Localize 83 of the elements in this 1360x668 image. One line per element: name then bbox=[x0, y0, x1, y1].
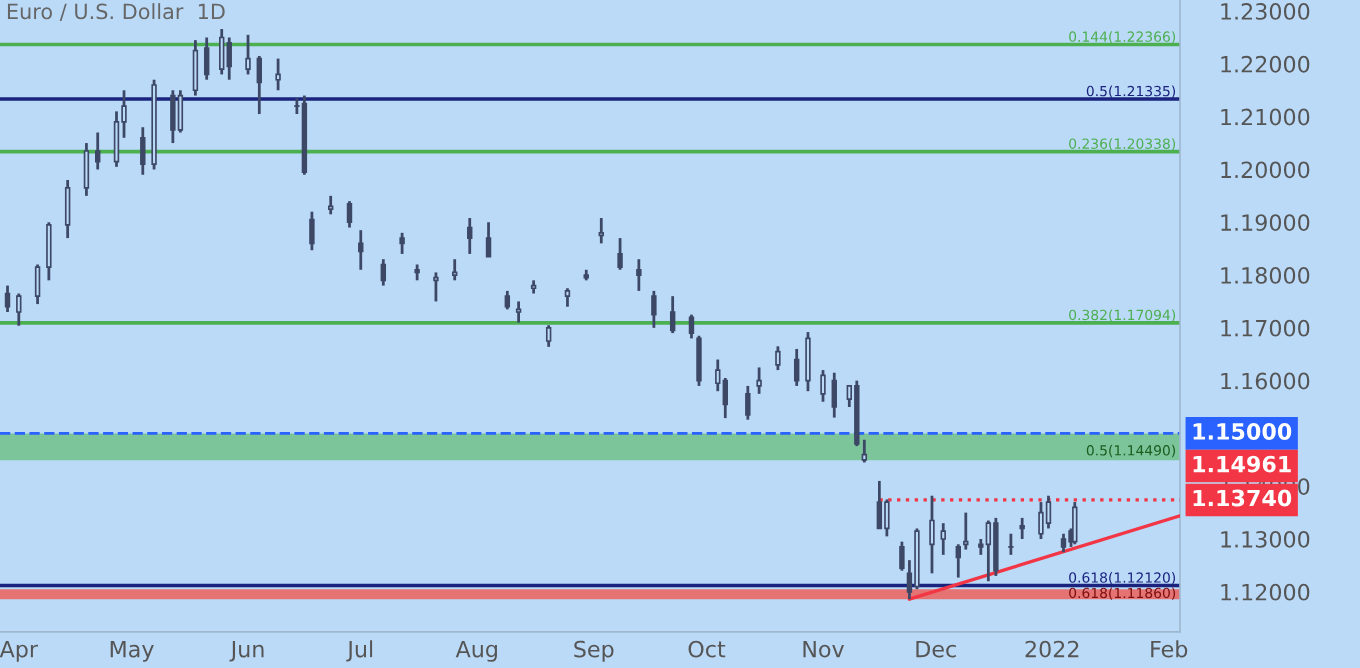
candlestick bbox=[636, 257, 642, 293]
candlestick bbox=[140, 125, 146, 177]
candlestick bbox=[346, 199, 353, 229]
candlestick bbox=[170, 88, 176, 145]
candlestick bbox=[16, 292, 22, 328]
y-tick-label: 1.21000 bbox=[1221, 108, 1310, 126]
ref-line-label: 1.15000 bbox=[1193, 423, 1292, 440]
candlestick bbox=[226, 36, 232, 82]
candlestick bbox=[756, 366, 762, 396]
candlestick bbox=[34, 263, 41, 306]
x-tick-label: Jun bbox=[229, 640, 264, 662]
candlestick bbox=[1038, 500, 1044, 541]
candlestick bbox=[451, 257, 458, 282]
candlestick bbox=[275, 57, 281, 92]
x-tick-label: Aug bbox=[455, 640, 497, 662]
chart-title: Euro / U.S. Dollar 1D bbox=[7, 3, 225, 21]
candlestick bbox=[94, 131, 101, 171]
candlestick bbox=[219, 27, 225, 76]
candlestick bbox=[722, 376, 729, 420]
candlestick bbox=[993, 516, 999, 578]
candlestick bbox=[745, 384, 751, 422]
x-tick-label: Feb bbox=[1151, 640, 1188, 658]
candlestick bbox=[1045, 494, 1052, 530]
candlestick bbox=[504, 289, 511, 311]
x-tick-label: May bbox=[110, 640, 154, 662]
y-tick-label: 1.22000 bbox=[1221, 55, 1310, 73]
candlestick bbox=[46, 220, 52, 282]
candlestick bbox=[688, 313, 695, 340]
y-tick-label: 1.13000 bbox=[1221, 530, 1310, 548]
y-tick-label: 1.20000 bbox=[1221, 161, 1310, 179]
candlestick bbox=[1008, 532, 1014, 557]
candlestick bbox=[309, 210, 315, 252]
candlestick bbox=[64, 178, 71, 240]
candlestick bbox=[113, 110, 120, 169]
candlestick bbox=[515, 300, 522, 324]
y-tick-label: 1.17000 bbox=[1221, 319, 1310, 337]
candlestick bbox=[793, 347, 800, 388]
candlestick bbox=[358, 228, 364, 272]
candlestick bbox=[380, 257, 387, 287]
candlestick bbox=[598, 216, 604, 245]
y-tick-label: 1.12000 bbox=[1221, 583, 1310, 601]
x-tick-label: Jul bbox=[346, 640, 373, 662]
x-tick-label: Apr bbox=[0, 640, 39, 662]
candlestick bbox=[805, 330, 811, 393]
candlestick bbox=[669, 294, 676, 335]
candlestick bbox=[985, 519, 992, 583]
candlestick bbox=[467, 216, 473, 256]
x-tick-label: Nov bbox=[803, 640, 845, 658]
candlestick bbox=[545, 323, 552, 349]
x-tick-label: Oct bbox=[688, 640, 726, 658]
annotation: 1.14961 bbox=[1193, 455, 1291, 473]
candlestick bbox=[876, 479, 883, 530]
candlestick bbox=[775, 344, 781, 372]
candlestick bbox=[940, 521, 946, 557]
candlestick bbox=[1019, 516, 1025, 541]
y-tick-label: 1.23000 bbox=[1221, 3, 1310, 20]
candlestick bbox=[485, 220, 492, 258]
candlestick bbox=[192, 38, 199, 97]
candlestick bbox=[177, 88, 184, 134]
candlestick bbox=[4, 284, 11, 314]
candlestick bbox=[433, 271, 439, 303]
candlestick bbox=[831, 371, 837, 419]
candlestick bbox=[245, 33, 251, 76]
y-tick-label: 1.16000 bbox=[1221, 372, 1310, 390]
x-tick-label: 2022 bbox=[1025, 640, 1079, 658]
candlestick bbox=[1072, 500, 1078, 546]
y-tick-label: 1.19000 bbox=[1221, 214, 1310, 232]
candlestick bbox=[696, 334, 702, 388]
candlestick bbox=[884, 498, 890, 538]
candlestick bbox=[1060, 532, 1067, 554]
candlestick bbox=[820, 368, 826, 404]
y-tick-label: 1.18000 bbox=[1221, 267, 1310, 284]
candlestick bbox=[256, 54, 263, 116]
candlestick bbox=[651, 289, 657, 330]
candlestick bbox=[327, 194, 334, 216]
candlestick bbox=[564, 286, 571, 309]
candlestick bbox=[617, 236, 623, 272]
candlestick bbox=[929, 494, 935, 575]
candlestick bbox=[83, 141, 90, 198]
candlestick bbox=[203, 36, 210, 82]
x-tick-label: Dec bbox=[916, 640, 956, 658]
candlestick bbox=[399, 231, 405, 256]
x-tick-label: Sep bbox=[574, 640, 614, 662]
